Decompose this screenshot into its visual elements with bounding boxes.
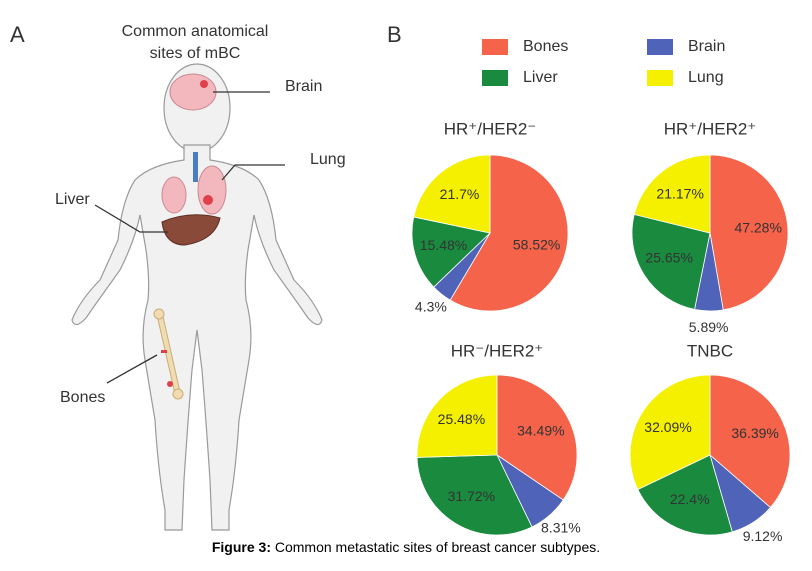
panel-label: B bbox=[387, 22, 402, 47]
panel-label: A bbox=[10, 22, 25, 47]
pie-slice bbox=[631, 213, 711, 310]
pie-slice bbox=[411, 216, 491, 288]
value-label: 9.12% bbox=[743, 528, 783, 544]
legend-swatch bbox=[482, 70, 508, 86]
value-label: 5.89% bbox=[689, 319, 729, 335]
brain-icon bbox=[169, 73, 217, 111]
anatomy-title: Common anatomical bbox=[122, 23, 269, 40]
legend-label: Liver bbox=[523, 69, 558, 86]
value-label: 8.31% bbox=[541, 519, 581, 535]
value-label: 15.48% bbox=[420, 237, 467, 253]
body-silhouette bbox=[71, 63, 323, 531]
pie-slice bbox=[413, 154, 491, 234]
value-label: 34.49% bbox=[517, 422, 564, 438]
anatomy-title: sites of mBC bbox=[150, 45, 241, 62]
organ-label: Bones bbox=[60, 389, 105, 406]
chart-title: HR⁺/HER2⁻ bbox=[444, 119, 537, 138]
organ-label: Liver bbox=[55, 191, 90, 208]
bone-icon bbox=[153, 308, 184, 400]
legend-swatch bbox=[482, 39, 508, 55]
legend-swatch bbox=[647, 39, 673, 55]
organ-label: Brain bbox=[285, 78, 322, 95]
legend-label: Brain bbox=[688, 38, 725, 55]
caption: Figure 3: Common metastatic sites of bre… bbox=[212, 539, 600, 555]
value-label: 47.28% bbox=[734, 220, 781, 236]
pie-slice bbox=[709, 154, 789, 311]
value-label: 58.52% bbox=[513, 236, 560, 252]
pie-slice bbox=[416, 454, 533, 536]
value-label: 21.7% bbox=[440, 186, 480, 202]
value-label: 25.65% bbox=[645, 250, 692, 266]
organ-label: Lung bbox=[310, 151, 346, 168]
lung-icon bbox=[161, 152, 227, 215]
pie-slice bbox=[416, 374, 498, 458]
pie-slice bbox=[637, 454, 733, 536]
caption-label: Figure 3: bbox=[212, 539, 271, 555]
caption-text: Common metastatic sites of breast cancer… bbox=[271, 539, 600, 555]
chart-title: TNBC bbox=[687, 341, 733, 360]
legend-label: Bones bbox=[523, 38, 568, 55]
value-label: 22.4% bbox=[670, 491, 710, 507]
pie-slice bbox=[709, 374, 791, 509]
pie-slice bbox=[449, 154, 569, 312]
legend-label: Lung bbox=[688, 69, 724, 86]
value-label: 4.3% bbox=[415, 298, 447, 314]
pie-slice bbox=[629, 374, 711, 491]
leader-lines bbox=[94, 91, 285, 384]
chart-title: HR⁺/HER2⁺ bbox=[664, 119, 757, 138]
liver-icon bbox=[161, 214, 221, 246]
value-label: 25.48% bbox=[438, 411, 485, 427]
pie-slice bbox=[496, 374, 578, 501]
value-label: 21.17% bbox=[656, 186, 703, 202]
pie-slice bbox=[633, 154, 711, 234]
value-label: 31.72% bbox=[448, 488, 495, 504]
legend-swatch bbox=[647, 70, 673, 86]
chart-title: HR⁻/HER2⁺ bbox=[451, 341, 544, 360]
value-label: 32.09% bbox=[644, 419, 691, 435]
value-label: 36.39% bbox=[731, 425, 778, 441]
